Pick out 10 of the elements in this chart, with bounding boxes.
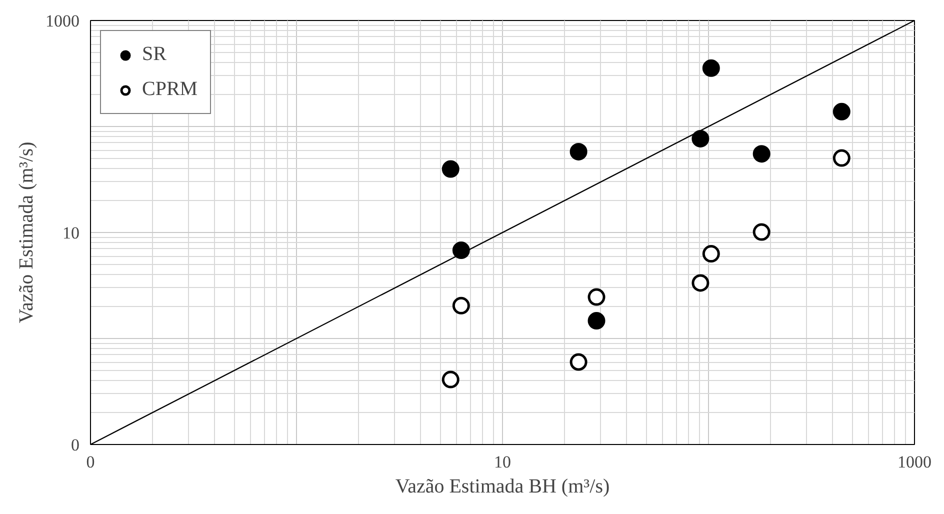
x-tick-label: 0 xyxy=(86,452,95,472)
x-tick-label: 1000 xyxy=(898,452,932,472)
x-axis-title: Vazão Estimada BH (m³/s) xyxy=(395,476,610,498)
x-tick-label: 10 xyxy=(494,452,511,472)
legend-label: SR xyxy=(142,43,166,66)
y-tick-label: 1000 xyxy=(46,12,80,30)
y-axis-title: Vazão Estimada (m³/s) xyxy=(16,142,38,324)
y-tick-label: 10 xyxy=(62,224,80,242)
y-tick-label: 0 xyxy=(71,436,80,454)
legend-label: CPRM xyxy=(142,78,198,101)
